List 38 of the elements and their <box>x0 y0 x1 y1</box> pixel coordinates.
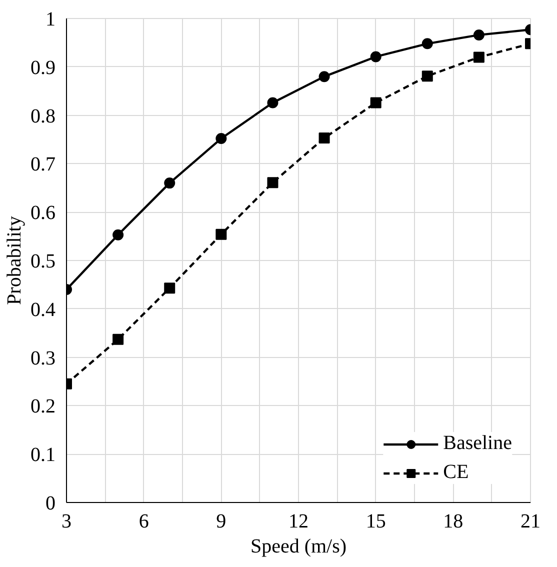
point <box>216 133 227 144</box>
y-tick-label: 0.3 <box>30 347 56 370</box>
x-tick-label: 12 <box>288 510 308 532</box>
point <box>318 132 330 144</box>
x-tick-label: 6 <box>138 510 149 532</box>
x-tick-label: 3 <box>62 510 72 532</box>
point <box>370 97 382 108</box>
x-tick-label: 21 <box>520 510 540 532</box>
y-tick-label: 0.6 <box>30 202 56 224</box>
point <box>318 71 330 82</box>
point <box>267 177 278 188</box>
legend-label: CE <box>443 461 469 484</box>
point <box>112 334 124 345</box>
y-tick-label: 0.5 <box>30 250 56 272</box>
point <box>164 282 176 294</box>
x-tick-label: 18 <box>443 510 464 532</box>
y-tick-label: 0.7 <box>30 154 56 176</box>
point <box>164 178 176 189</box>
y-axis-title: Probability <box>4 216 26 305</box>
x-tick-label: 15 <box>366 510 386 532</box>
y-tick-label: 0.1 <box>30 444 56 466</box>
y-tick-label: 1 <box>46 8 56 30</box>
point <box>473 52 484 63</box>
y-tick-label: 0 <box>46 492 56 514</box>
legend-label: Baseline <box>443 432 512 455</box>
point <box>112 229 124 240</box>
point <box>473 29 484 40</box>
point <box>422 70 433 82</box>
y-tick-label: 0.8 <box>30 105 56 128</box>
point <box>267 97 278 108</box>
y-tick-label: 0.4 <box>30 298 56 321</box>
point <box>370 51 382 62</box>
x-tick-label: 9 <box>216 510 226 532</box>
x-axis-title: Speed (m/s) <box>250 536 347 558</box>
point <box>422 38 433 50</box>
y-tick-label: 0.2 <box>30 396 56 418</box>
y-tick-label: 0.9 <box>30 56 56 79</box>
point <box>216 228 227 240</box>
